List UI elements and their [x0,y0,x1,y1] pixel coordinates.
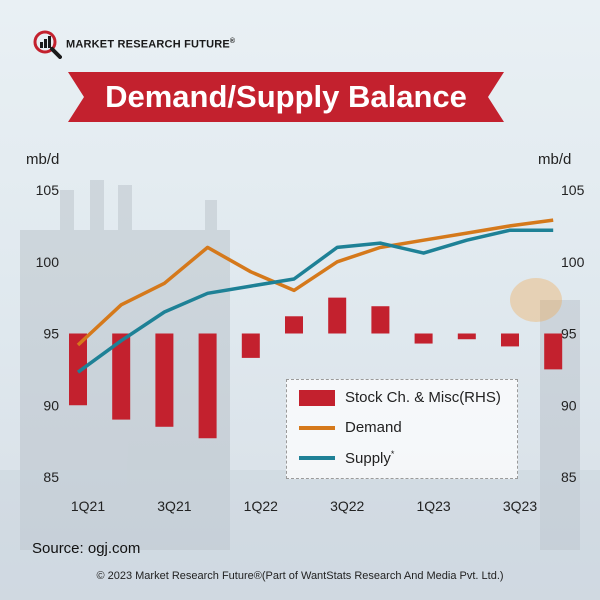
bar-1Q22 [241,333,260,358]
y-tick-right-90: 90 [561,397,577,413]
y-tick-right-105: 105 [561,182,585,198]
legend-item-demand: Demand [299,419,402,436]
y-tick-left-90: 90 [43,397,59,413]
x-tick-3Q22: 3Q22 [330,498,364,514]
bar-4Q22 [371,306,390,334]
y-tick-left-95: 95 [43,326,59,342]
bar-3Q21 [155,333,174,427]
brand-name: MARKET RESEARCH FUTURE® [66,37,236,51]
legend-swatch-demand [299,425,335,430]
bar-2Q22 [285,316,303,334]
legend-swatch-stock [299,389,335,406]
y-tick-left-85: 85 [43,469,59,485]
legend-item-stock: Stock Ch. & Misc(RHS) [299,389,501,406]
chart-legend: Stock Ch. & Misc(RHS) Demand Supply* [286,379,518,479]
y-tick-right-100: 100 [561,254,585,270]
bar-2Q21 [112,333,131,420]
right-axis-unit: mb/d [538,151,572,168]
y-tick-left-100: 100 [36,254,60,270]
y-tick-left-105: 105 [36,182,60,198]
bar-3Q23 [501,333,519,347]
magnifier-chart-icon [33,30,62,59]
title-banner [68,72,504,122]
demand-line [76,218,554,347]
legend-label-demand: Demand [345,419,402,436]
bar-2Q23 [457,333,476,340]
y-tick-right-85: 85 [561,469,577,485]
x-tick-1Q23: 1Q23 [416,498,450,514]
x-tick-3Q23: 3Q23 [503,498,537,514]
x-tick-1Q21: 1Q21 [71,498,105,514]
page-title: Demand/Supply Balance [105,79,467,114]
left-axis-unit: mb/d [26,151,60,168]
legend-label-supply: Supply* [345,449,395,467]
legend-label-stock: Stock Ch. & Misc(RHS) [345,389,501,406]
bar-4Q21 [198,333,217,439]
x-tick-1Q22: 1Q22 [244,498,278,514]
source-note: Source: ogj.com [32,540,141,557]
legend-item-supply: Supply* [299,449,394,467]
x-tick-3Q21: 3Q21 [157,498,191,514]
bar-1Q23 [414,333,433,344]
bar-3Q22 [328,297,347,334]
y-tick-right-95: 95 [561,326,577,342]
legend-swatch-supply [299,456,335,460]
bar-4Q23 [544,333,563,370]
brand-logo: MARKET RESEARCH FUTURE® [32,28,235,60]
copyright-footer: © 2023 Market Research Future®(Part of W… [96,570,504,582]
bar-1Q21 [69,333,87,406]
supply-line [76,228,554,374]
